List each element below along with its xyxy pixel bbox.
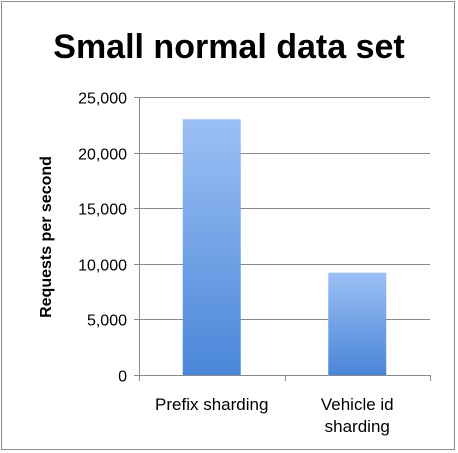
bar — [328, 272, 387, 375]
y-tick-label: 5,000 — [87, 313, 127, 330]
y-tick-label: 15,000 — [78, 202, 127, 219]
bar — [182, 119, 241, 376]
bars — [182, 119, 387, 376]
y-tick-label: 0 — [118, 369, 127, 386]
x-category-label: Vehicle id sharding — [321, 395, 394, 436]
y-tick-labels: 0 5,000 10,000 15,000 20,000 25,000 — [78, 91, 127, 386]
y-tick-label: 10,000 — [78, 258, 127, 275]
axes — [139, 97, 431, 381]
x-category-labels: Prefix sharding Vehicle id sharding — [155, 395, 394, 436]
y-tick-label: 25,000 — [78, 91, 127, 108]
y-tick-label: 20,000 — [78, 147, 127, 164]
chart-title: Small normal data set — [53, 28, 404, 66]
x-category-label: Prefix sharding — [155, 395, 268, 414]
y-axis-title: Requests per second — [38, 156, 55, 318]
